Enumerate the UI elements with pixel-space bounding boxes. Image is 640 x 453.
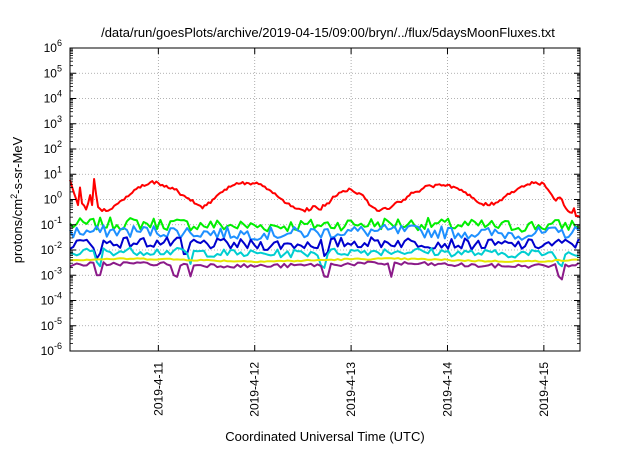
- y-tick-base: 10: [41, 243, 55, 257]
- y-tick-base: 10: [44, 41, 58, 55]
- y-axis: 10-610-510-410-310-210-11001011021031041…: [41, 38, 580, 358]
- y-tick-base: 10: [41, 344, 55, 358]
- x-axis-label: Coordinated Universal Time (UTC): [225, 429, 424, 444]
- y-tick-exponent: 6: [57, 38, 62, 48]
- y-axis-label-rest: -s-sr-MeV: [10, 136, 25, 193]
- x-tick-label: 2019-4-12: [248, 362, 262, 417]
- y-axis-label-main: protons/cm: [10, 199, 25, 263]
- x-tick-label: 2019-4-11: [151, 362, 165, 416]
- y-tick-label: 105: [44, 63, 62, 80]
- y-tick-label: 102: [44, 139, 62, 156]
- y-tick-label: 100: [44, 190, 62, 207]
- y-tick-exponent: -2: [54, 240, 62, 250]
- y-tick-exponent: 4: [57, 89, 62, 99]
- y-tick-base: 10: [44, 66, 58, 80]
- y-tick-base: 10: [44, 142, 58, 156]
- y-tick-label: 10-4: [41, 291, 62, 308]
- y-tick-base: 10: [41, 319, 55, 333]
- x-tick-label: 2019-4-15: [537, 362, 551, 417]
- series-line: [69, 246, 579, 269]
- series-line: [69, 223, 580, 241]
- y-tick-exponent: -4: [54, 291, 62, 301]
- y-tick-label: 10-2: [41, 240, 62, 257]
- y-tick-base: 10: [41, 268, 55, 282]
- y-tick-label: 10-3: [41, 265, 62, 282]
- y-tick-base: 10: [44, 193, 58, 207]
- series-line: [69, 216, 579, 233]
- series-layer: [69, 178, 581, 281]
- y-tick-label: 10-6: [41, 341, 62, 358]
- y-tick-base: 10: [44, 92, 58, 106]
- series-line: [69, 260, 580, 281]
- series-line: [69, 236, 580, 260]
- y-tick-label: 10-5: [41, 316, 62, 333]
- y-tick-exponent: -5: [54, 316, 62, 326]
- y-tick-label: 106: [44, 38, 62, 55]
- y-tick-exponent: 3: [57, 114, 62, 124]
- y-tick-label: 101: [44, 164, 62, 181]
- y-axis-label: protons/cm2-s-sr-MeV: [9, 136, 25, 263]
- y-tick-exponent: -3: [54, 265, 62, 275]
- series-line: [69, 178, 581, 218]
- x-axis: 2019-4-11 2019-4-12 2019-4-13 2019-4-14 2019…: [151, 48, 551, 417]
- y-tick-base: 10: [44, 117, 58, 131]
- y-tick-base: 10: [41, 218, 55, 232]
- y-tick-label: 10-1: [41, 215, 62, 232]
- x-tick-label: 2019-4-14: [440, 362, 454, 417]
- y-tick-base: 10: [41, 294, 55, 308]
- y-tick-exponent: -1: [54, 215, 62, 225]
- y-tick-label: 103: [44, 114, 62, 131]
- y-tick-exponent: 0: [57, 190, 62, 200]
- y-tick-exponent: -6: [54, 341, 62, 351]
- y-axis-label-sup: 2: [9, 194, 19, 199]
- chart-title: /data/run/goesPlots/archive/2019-04-15/0…: [101, 25, 555, 40]
- y-tick-exponent: 5: [57, 63, 62, 73]
- x-tick-label: 2019-4-13: [344, 362, 358, 417]
- series-line: [69, 257, 579, 264]
- grid-lines: [70, 48, 580, 351]
- y-tick-label: 104: [44, 89, 62, 106]
- y-tick-base: 10: [44, 167, 58, 181]
- y-tick-exponent: 2: [57, 139, 62, 149]
- y-tick-exponent: 1: [57, 164, 62, 174]
